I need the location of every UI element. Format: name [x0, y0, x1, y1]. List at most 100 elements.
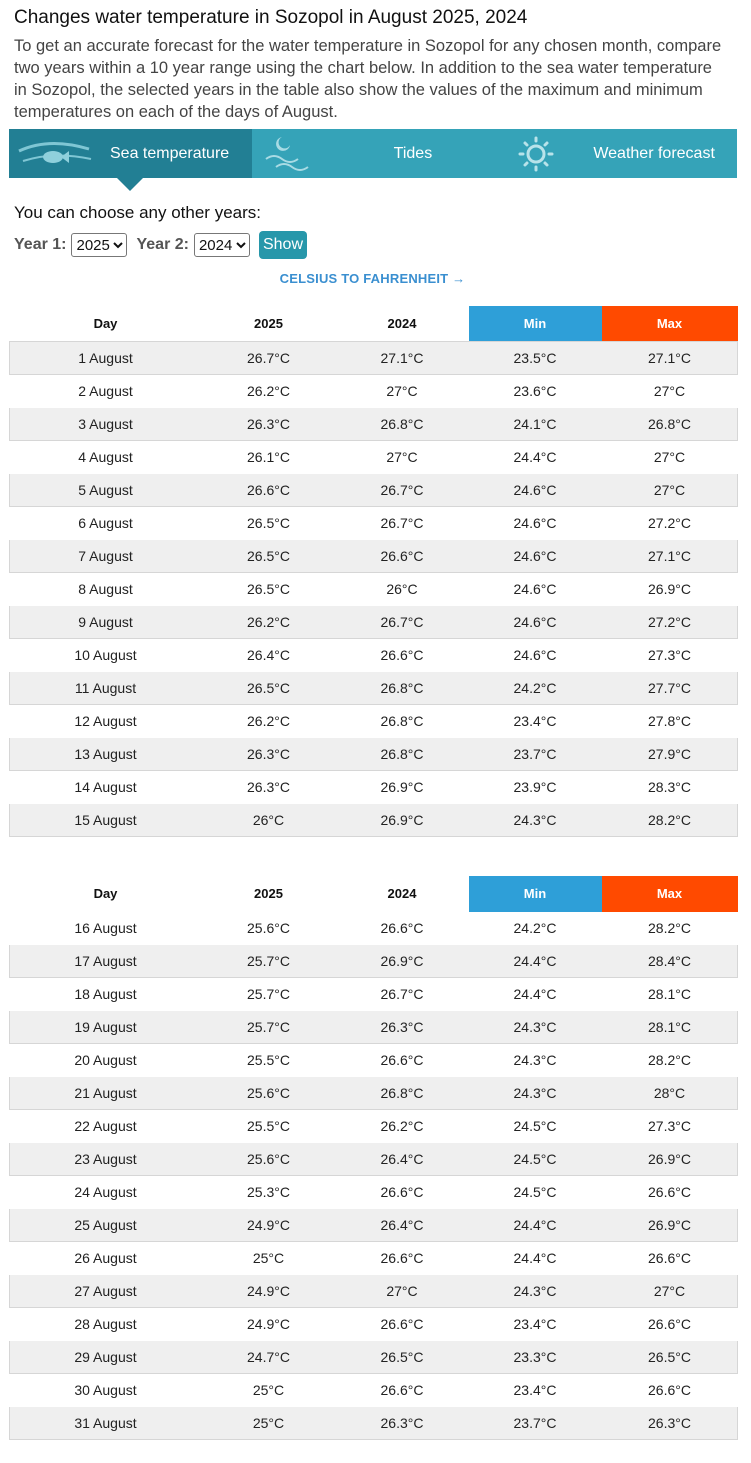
temperature-cell: 25.5°C [247, 1118, 290, 1134]
day-cell: 17 August [9, 944, 202, 978]
temperature-cell: 26.5°C [201, 671, 336, 705]
temperature-cell: 26.2°C [201, 605, 336, 639]
temperature-cell: 26.7°C [335, 473, 469, 507]
temperature-cell: 27.3°C [648, 1118, 691, 1134]
temperature-cell: 24.9°C [247, 1316, 290, 1332]
table-head: Day 2025 2024 Min Max [10, 306, 738, 342]
table-row: 4 August 26.1°C 27°C 24.4°C 27°C [10, 441, 738, 474]
header-row: Day 2025 2024 Min Max [10, 306, 738, 342]
table-row: 7 August 26.5°C 26.6°C 24.6°C 27.1°C [9, 539, 738, 573]
day-cell: 6 August [78, 515, 133, 531]
temperature-cell: 28.4°C [601, 944, 738, 978]
day-cell: 30 August [74, 1382, 137, 1398]
temperature-cell: 26.8°C [335, 407, 469, 441]
page-title: Changes water temperature in Sozopol in … [14, 7, 528, 28]
table-row: 1 August 26.7°C 27.1°C 23.5°C 27.1°C [9, 341, 738, 375]
temperature-cell: 24.6°C [513, 581, 557, 597]
temperature-cell: 28.2°C [648, 920, 691, 936]
day-cell: 5 August [9, 473, 202, 507]
temperature-cell: 26.2°C [247, 713, 290, 729]
temperature-cell: 27°C [653, 383, 686, 399]
column-header: Min [468, 876, 602, 912]
sun-icon [518, 136, 554, 172]
day-cell: 18 August [74, 986, 137, 1002]
table-row: 2 August 26.2°C 27°C 23.6°C 27°C [10, 375, 738, 408]
temperature-cell: 28.3°C [648, 779, 691, 795]
temperature-cell: 26.3°C [601, 1406, 738, 1440]
temperature-cell: 26.9°C [601, 1208, 738, 1242]
temperature-cell: 25.3°C [247, 1184, 290, 1200]
day-cell: 16 August [74, 920, 137, 936]
tab[interactable]: Sea temperature [9, 129, 252, 178]
year-select[interactable]: 2024 [193, 233, 250, 257]
temperature-cell: 26.6°C [648, 1250, 691, 1266]
column-header: 2025 [254, 886, 283, 901]
day-cell: 29 August [9, 1340, 202, 1374]
day-cell: 11 August [9, 671, 202, 705]
column-header: Max [601, 306, 738, 342]
conversion-link[interactable]: CELSIUS TO FAHRENHEIT → [279, 271, 466, 286]
table-row: 5 August 26.6°C 26.7°C 24.6°C 27°C [9, 473, 738, 507]
day-cell: 24 August [74, 1184, 137, 1200]
tab[interactable]: Tides [252, 129, 495, 178]
day-cell: 25 August [9, 1208, 202, 1242]
temperature-cell: 24.6°C [513, 647, 557, 663]
temperature-cell: 26.5°C [601, 1340, 738, 1374]
temperature-cell: 25.6°C [247, 920, 290, 936]
table-body: 1 August 26.7°C 27.1°C 23.5°C 27.1°C 2 August… [9, 341, 738, 837]
temperature-cell: 26.9°C [648, 581, 691, 597]
temperature-cell: 27°C [386, 383, 418, 399]
temperature-cell: 27.2°C [601, 605, 738, 639]
temperature-cell: 28.1°C [601, 1010, 738, 1044]
tides-icon [265, 137, 309, 171]
temperature-cell: 23.9°C [513, 779, 557, 795]
tab-label: Sea temperature [110, 145, 230, 162]
day-cell: 8 August [78, 581, 133, 597]
day-cell: 23 August [9, 1142, 202, 1176]
table-row: 24 August 25.3°C 26.6°C 24.5°C 26.6°C [10, 1176, 738, 1209]
table-row: 21 August 25.6°C 26.8°C 24.3°C 28°C [9, 1076, 738, 1110]
column-header: 2024 [387, 316, 417, 331]
table-row: 11 August 26.5°C 26.8°C 24.2°C 27.7°C [9, 671, 738, 705]
temperature-cell: 25°C [252, 1382, 285, 1398]
table-row: 13 August 26.3°C 26.8°C 23.7°C 27.9°C [9, 737, 738, 771]
temperature-cell: 26.6°C [380, 1184, 424, 1200]
table-head: Day 2025 2024 Min Max [10, 876, 738, 912]
temperature-cell: 28.2°C [648, 1052, 691, 1068]
temperature-cell: 24.3°C [513, 1052, 557, 1068]
temperature-cell: 23.4°C [513, 1316, 557, 1332]
temperature-cell: 26.7°C [380, 986, 424, 1002]
temperature-cell: 24.1°C [468, 407, 602, 441]
temperature-cell: 24.7°C [201, 1340, 336, 1374]
temperature-cell: 26.5°C [247, 581, 290, 597]
year-label: Year 2: [136, 236, 189, 253]
table-row: 22 August 25.5°C 26.2°C 24.5°C 27.3°C [10, 1110, 738, 1143]
intro-text: To get an accurate forecast for the wate… [14, 37, 722, 121]
temperature-cell: 26.6°C [648, 1382, 691, 1398]
temperature-cell: 26.6°C [380, 1382, 424, 1398]
column-header: 2025 [254, 316, 283, 331]
temperature-cell: 26.6°C [335, 539, 469, 573]
temperature-cell: 23.6°C [513, 383, 557, 399]
tab[interactable]: Weather forecast [494, 129, 737, 178]
temperature-cell: 25.5°C [247, 1052, 290, 1068]
temperature-cell: 24.6°C [468, 539, 602, 573]
temperature-cell: 24.6°C [468, 605, 602, 639]
temperature-cell: 25.7°C [247, 986, 290, 1002]
temperature-cell: 24.6°C [513, 515, 557, 531]
temperature-cell: 26.8°C [335, 1076, 469, 1110]
day-cell: 15 August [9, 803, 202, 837]
year-select[interactable]: 2025 [71, 233, 128, 257]
temperature-cell: 24.4°C [468, 944, 602, 978]
temperature-cell: 26.9°C [380, 779, 424, 795]
day-cell: 19 August [9, 1010, 202, 1044]
show-button[interactable]: Show [258, 231, 307, 259]
temperature-cell: 25.7°C [201, 1010, 336, 1044]
temperature-cell: 27°C [653, 449, 686, 465]
table-body: 16 August 25.6°C 26.6°C 24.2°C 28.2°C 17 Augu… [9, 912, 738, 1440]
temperature-cell: 26.8°C [335, 737, 469, 771]
temperature-cell: 26.6°C [380, 1250, 424, 1266]
table-row: 17 August 25.7°C 26.9°C 24.4°C 28.4°C [9, 944, 738, 978]
table-row: 10 August 26.4°C 26.6°C 24.6°C 27.3°C [10, 639, 738, 672]
temperature-cell: 26.5°C [201, 539, 336, 573]
